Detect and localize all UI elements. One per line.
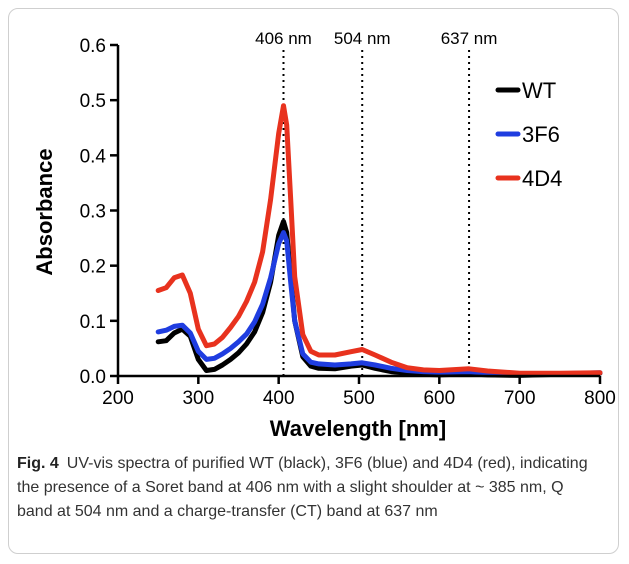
x-tick-label: 200 xyxy=(102,388,134,409)
uv-vis-chart: 406 nm 504 nm 637 nm 0.0 0.1 0.2 0.3 0.4 0.5 0.6… xyxy=(32,29,616,441)
caption-label: Fig. 4 xyxy=(17,455,59,472)
x-axis-label: Wavelength [nm] xyxy=(270,416,446,441)
annotation-label: 637 nm xyxy=(441,29,498,48)
y-tick-label: 0.3 xyxy=(80,202,106,223)
figure-caption: Fig. 4 UV-vis spectra of purified WT (bla… xyxy=(17,452,597,524)
figure-frame xyxy=(8,8,619,554)
x-tick-label: 500 xyxy=(343,388,375,409)
legend: WT 3F6 4D4 xyxy=(495,78,562,191)
x-tick-label: 700 xyxy=(504,388,536,409)
y-tick-label: 0.5 xyxy=(80,91,106,112)
y-tick-label: 0.4 xyxy=(80,146,107,167)
y-axis-label: Absorbance xyxy=(32,148,57,275)
x-tick-label: 300 xyxy=(182,388,214,409)
annotation-label: 504 nm xyxy=(334,29,391,48)
legend-label-3f6: 3F6 xyxy=(522,122,560,147)
x-tick-label: 800 xyxy=(584,388,616,409)
series-line-4d4 xyxy=(155,103,603,376)
y-tick-label: 0.1 xyxy=(80,312,106,333)
axes-layer: 0.0 0.1 0.2 0.3 0.4 0.5 0.6 200 300 400 500 600 700 8… xyxy=(80,36,616,409)
x-tick-label: 600 xyxy=(423,388,455,409)
annotation-label: 406 nm xyxy=(255,29,312,48)
y-tick-label: 0.2 xyxy=(80,257,106,278)
series-layer xyxy=(155,103,603,378)
y-tick-label: 0.6 xyxy=(80,36,106,57)
x-tick-label: 400 xyxy=(263,388,295,409)
legend-label-wt: WT xyxy=(522,78,556,103)
caption-text: UV-vis spectra of purified WT (black), 3… xyxy=(17,455,588,520)
y-tick-label: 0.0 xyxy=(80,367,106,388)
series-line-3f6 xyxy=(155,230,603,377)
legend-label-4d4: 4D4 xyxy=(522,166,562,191)
